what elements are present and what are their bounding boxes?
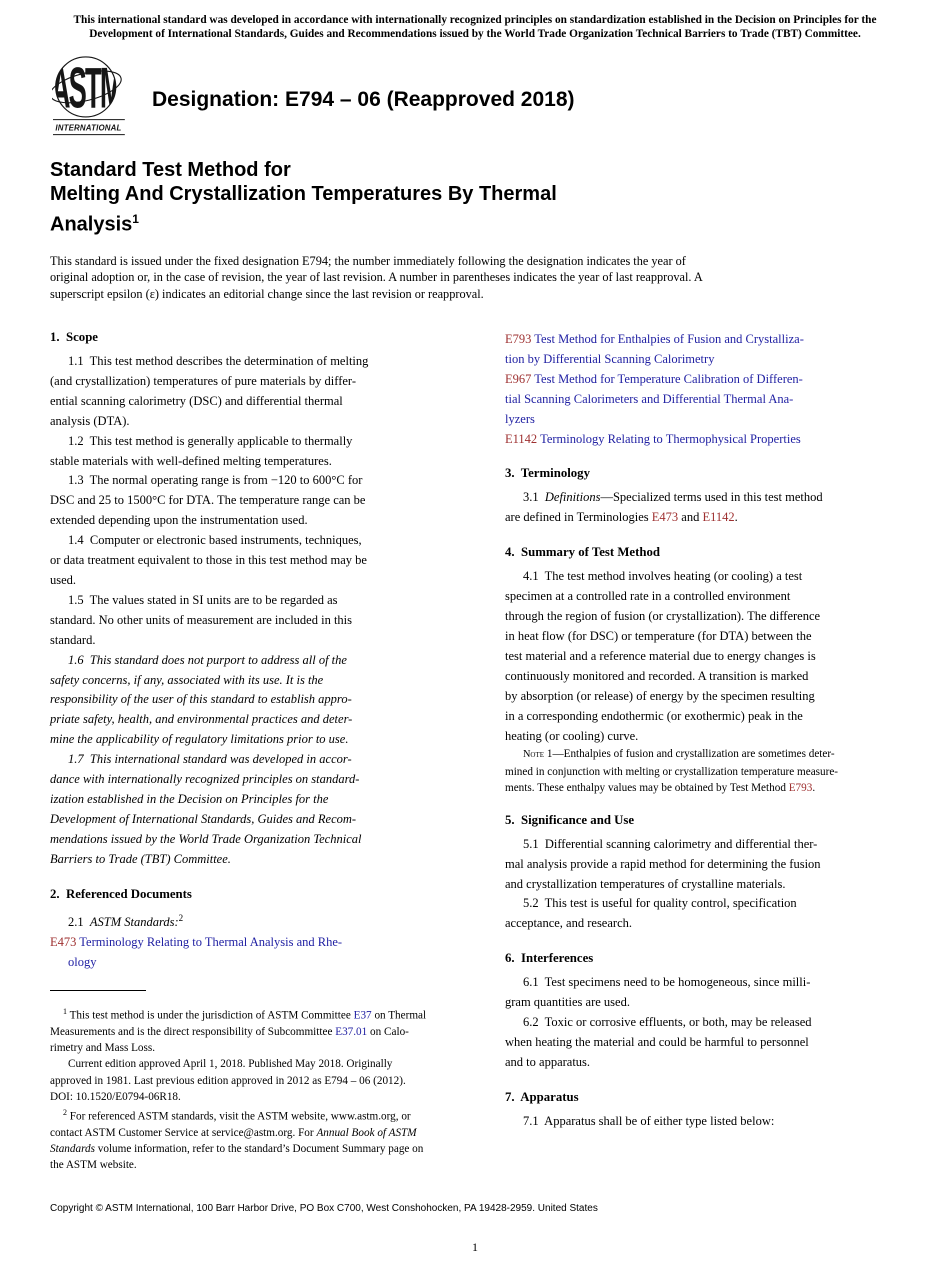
svg-text:INTERNATIONAL: INTERNATIONAL	[55, 124, 121, 133]
svg-text:ASTM: ASTM	[52, 56, 121, 120]
